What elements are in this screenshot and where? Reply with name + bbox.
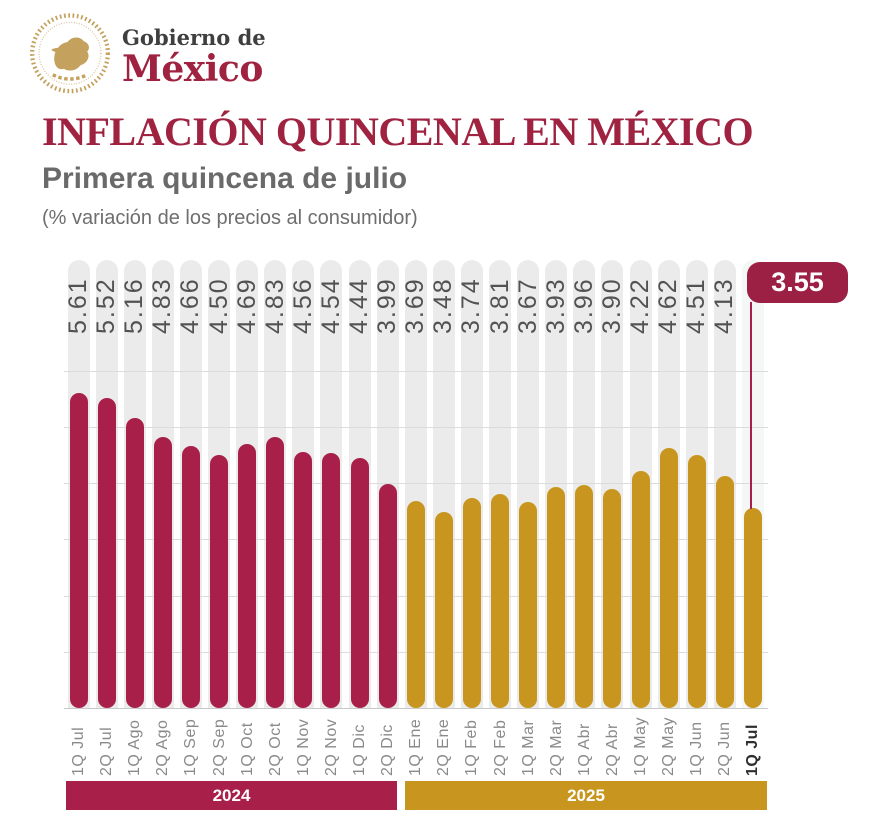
value-label: 3.48 [429,277,458,334]
bar [434,512,453,708]
bar [519,501,538,708]
value-label: 3.96 [569,277,598,334]
value-label: 3.74 [457,277,486,334]
value-label: 3.81 [485,277,514,334]
x-tick-label: 1Q Nov [294,718,312,776]
bar [97,397,116,708]
bar [350,458,369,708]
bar [462,497,481,708]
value-label: 4.22 [626,277,654,334]
value-label: 4.54 [316,277,345,334]
year-band-2024: 2024 [66,781,397,810]
x-tick-label: 1Q May [632,716,649,776]
value-label: 3.90 [597,277,626,334]
bar [210,455,228,708]
highlight-callout: 3.55 [747,262,848,303]
x-tick-label: 1Q Ene [407,718,425,776]
x-tick-label: 2Q Nov [322,718,340,776]
logo-gobierno-de: Gobierno de [122,25,266,50]
bar [378,483,397,708]
bar [322,452,341,708]
bar [631,470,650,708]
value-label: 4.62 [654,277,683,334]
x-tick-label: 1Q Jun [688,721,706,776]
value-label: 4.83 [148,277,177,334]
x-tick-label: 2Q Mar [547,719,565,776]
bar [743,508,762,708]
value-label: 3.93 [541,277,570,334]
gridline [64,370,768,372]
logo-text: Gobierno de México [122,25,266,90]
value-label: 4.13 [710,277,739,334]
highlight-value: 3.55 [771,267,824,297]
value-label: 4.50 [204,277,233,334]
value-label: 4.56 [288,277,317,334]
value-label: 4.44 [345,277,373,334]
x-tick-label: 2Q Jun [716,721,734,776]
x-tick-label: 1Q Feb [463,719,481,776]
value-label: 4.69 [232,277,261,334]
x-tick-label: 2Q Sep [210,718,228,776]
bar [687,454,706,708]
bar [659,448,678,708]
bar [547,487,566,708]
bar [181,446,200,708]
bar [69,392,88,708]
page-title: INFLACIÓN QUINCENAL EN MÉXICO [42,109,754,154]
bar [715,475,734,708]
value-label: 3.69 [401,277,430,334]
x-tick-label: 2Q Ene [435,718,453,776]
value-label: 5.61 [64,277,92,334]
x-tick-label: 1Q Sep [182,718,200,776]
value-label: 4.66 [176,277,205,334]
bar [238,444,257,708]
x-tick-label: 2Q Dic [379,724,397,776]
x-tick-label: 1Q Oct [238,722,256,776]
page-subtitle: Primera quincena de julio [42,162,408,195]
x-tick-label: 2Q May [660,716,678,776]
value-label: 4.51 [682,277,711,334]
bar [575,485,594,708]
bar [125,418,144,708]
value-label: 3.99 [373,277,402,334]
x-tick-label: 1Q Jul [70,726,87,776]
bar [406,500,425,708]
x-tick-label: 2Q Oct [266,722,284,776]
x-axis-line [64,708,768,709]
bar [153,436,172,708]
x-tick-label: 1Q Dic [351,724,368,776]
highlight-connector-line [750,302,752,509]
gridline [64,483,768,485]
value-label: 5.52 [92,277,121,334]
x-tick-label: 2Q Ago [154,719,172,776]
x-tick-label: 2Q Abr [603,723,621,776]
year-band-2025-label: 2025 [567,785,605,805]
year-band-2024-label: 2024 [212,785,251,805]
bar [266,436,285,708]
gridline [64,427,768,428]
x-tick-label: 2Q Feb [491,719,509,776]
year-band-2025: 2025 [405,781,767,810]
bar [603,488,622,708]
page-caption: (% variación de los precios al consumido… [42,207,418,229]
x-tick-label: 1Q Jul [744,724,762,776]
mexico-coat-of-arms-icon [30,13,110,94]
bar [491,493,509,708]
value-label: 3.67 [513,277,542,334]
bar [294,451,313,708]
x-tick-label: 1Q Mar [519,719,537,776]
value-label: 5.16 [120,277,149,334]
x-tick-label: 1Q Abr [575,723,593,776]
logo-mexico: México [122,48,263,90]
value-label: 4.83 [260,277,289,334]
x-tick-label: 2Q Jul [98,726,116,776]
x-tick-label: 1Q Ago [126,719,144,776]
